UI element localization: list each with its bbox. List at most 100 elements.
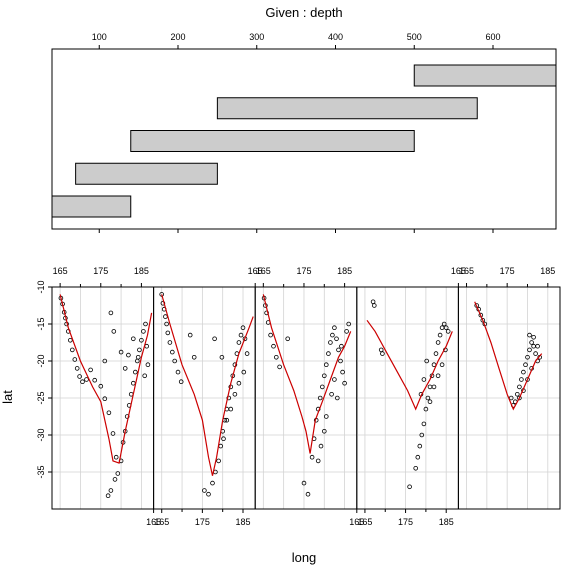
data-point [521,369,526,375]
data-point [70,347,75,353]
data-point [435,373,441,379]
data-point [236,340,242,345]
smooth-fit-line [474,301,543,411]
data-point [423,406,429,412]
data-point [427,399,433,405]
smooth-fit-line [161,294,254,476]
data-point [346,321,352,327]
data-point [160,300,166,306]
data-point [68,337,73,343]
data-point [202,488,207,493]
data-point [236,380,242,386]
y-axis-label: lat [0,390,15,404]
data-point [323,362,329,368]
data-point [301,480,307,486]
data-point [102,358,108,364]
data-point [113,454,119,460]
scatter-panel-2: 165 175 185 165 [146,286,256,527]
data-point [407,484,412,490]
data-point [111,329,117,334]
data-point [77,374,82,379]
x-tick-label: 185 [540,266,555,276]
smooth-fit-line [366,319,453,411]
data-point [519,377,524,382]
data-point [378,347,384,353]
data-point [413,465,419,471]
x-tick-label: 185 [235,517,250,527]
data-point [441,321,447,327]
data-point [92,377,97,383]
data-point [108,310,114,316]
y-tick-label: -25 [36,391,46,404]
data-point [219,354,225,360]
data-point [421,421,427,427]
data-point [74,366,80,371]
data-point [437,332,443,338]
x-tick-label: 165 [349,517,364,527]
data-point [480,317,486,323]
data-point [122,366,128,371]
data-point [417,443,423,449]
data-point [118,349,124,355]
given-interval-bar [51,195,132,218]
data-point [531,334,536,340]
data-point [115,471,121,476]
data-point [309,454,315,460]
given-tick-label: 200 [170,32,185,42]
chart-title: Given : depth [265,5,342,20]
y-tick-label: -30 [36,428,46,441]
data-point [421,377,427,382]
data-point [191,354,197,360]
data-point [131,336,136,342]
data-point [187,332,193,338]
x-tick-label: 165 [451,266,466,276]
data-point [212,336,217,342]
data-point [443,325,449,331]
data-point [141,329,146,334]
data-point [305,491,311,497]
data-point [317,395,323,401]
x-tick-label: 175 [500,266,515,276]
data-point [112,477,118,482]
data-point [517,384,522,390]
data-point [334,395,340,401]
data-point [206,491,211,497]
data-point [218,443,224,449]
x-tick-label: 165 [146,517,161,527]
given-panel: 100 200 300 400 500 600 [51,32,557,233]
data-point [340,369,345,375]
data-point [332,377,337,382]
data-point [277,364,282,370]
data-point [238,332,244,338]
x-tick-label: 165 [248,266,263,276]
data-point [139,337,144,343]
x-tick-label: 175 [195,517,210,527]
given-tick-label: 500 [407,32,422,42]
x-tick-label: 165 [459,266,474,276]
data-point [108,488,114,493]
data-point [330,332,335,338]
data-point [221,436,226,442]
data-point [178,379,184,385]
data-point [165,330,171,336]
given-interval-bar [216,97,478,120]
data-point [224,417,230,423]
data-point [126,352,131,358]
given-interval-bar [75,162,218,185]
data-point [321,373,327,379]
data-point [527,332,532,338]
y-axis: -10 -15 -20 -25 -30 -35 [36,280,52,479]
x-tick-label: 175 [398,517,413,527]
data-point [318,443,324,449]
data-point [344,329,349,334]
data-point [525,377,530,382]
x-tick-label: 165 [53,266,68,276]
given-panel-frame [51,48,557,230]
data-point [433,351,439,356]
x-tick-label: 175 [296,266,311,276]
data-point [170,349,175,355]
given-interval-bar [130,130,415,152]
data-point [425,395,431,401]
given-tick-label: 100 [92,32,107,42]
